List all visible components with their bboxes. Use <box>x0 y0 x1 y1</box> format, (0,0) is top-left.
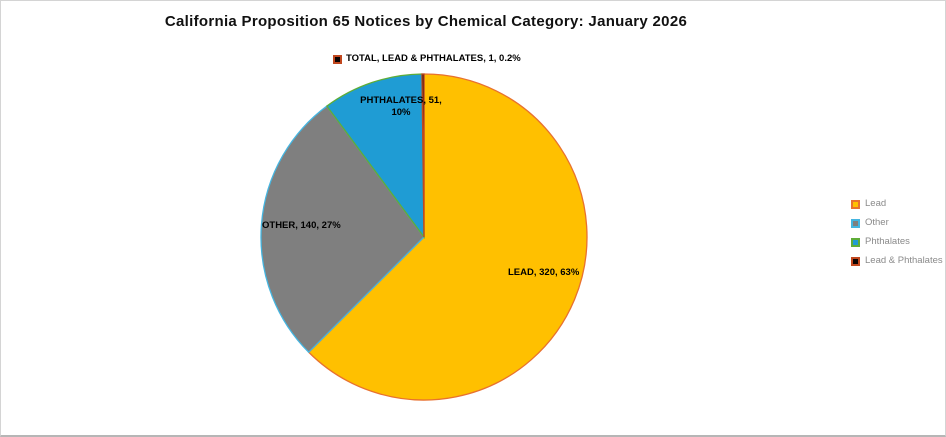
pie-slice-other <box>260 105 425 354</box>
legend-item-lead-phthalates: Lead & Phthalates <box>851 255 943 267</box>
data-label-lead-phthalates: TOTAL, LEAD & PHTHALATES, 1, 0.2% <box>333 53 521 65</box>
pie-slice-lead-phthalates <box>421 73 425 238</box>
legend-key-other-icon <box>851 218 860 228</box>
legend-label: Lead & Phthalates <box>865 255 943 266</box>
legend-item-lead: Lead <box>851 198 943 210</box>
chart-title: California Proposition 65 Notices by Che… <box>164 13 688 30</box>
data-label-phthalates: PHTHALATES, 51, 10% <box>360 95 442 118</box>
legend-item-phthalates: Phthalates <box>851 236 943 248</box>
legend-key-lead-phthalates-icon <box>851 256 860 266</box>
legend-label: Phthalates <box>865 236 910 247</box>
legend: Lead Other Phthalates Lead & Phthalates <box>851 198 943 267</box>
pie-slice-lead <box>307 73 588 401</box>
pie-slice-phthalates <box>325 73 425 240</box>
legend-label: Other <box>865 217 889 228</box>
data-label-lead: LEAD, 320, 63% <box>508 267 580 278</box>
legend-key-lead-icon <box>851 199 860 209</box>
legend-key-phthalates-icon <box>851 237 860 247</box>
data-label-other: OTHER, 140, 27% <box>262 220 341 231</box>
data-label-text: TOTAL, LEAD & PHTHALATES, 1, 0.2% <box>346 53 521 64</box>
legend-label: Lead <box>865 198 887 209</box>
legend-key-lead-phthalates-icon <box>333 54 342 64</box>
legend-item-other: Other <box>851 217 943 229</box>
